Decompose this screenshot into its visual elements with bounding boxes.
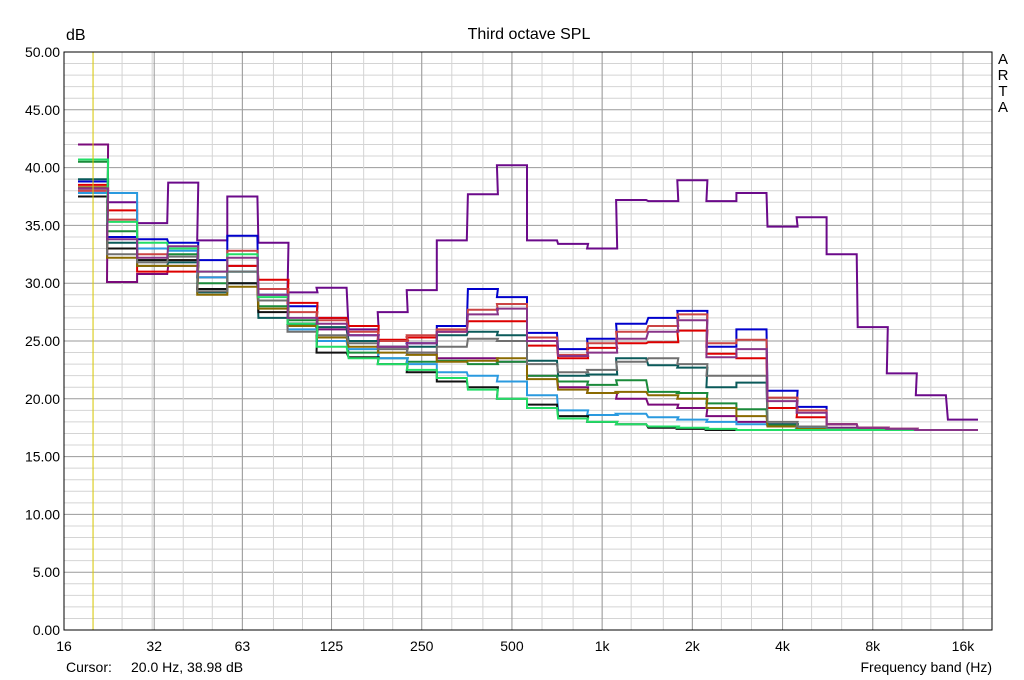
cursor-label: Cursor: bbox=[66, 659, 112, 675]
y-tick-label: 15.00 bbox=[25, 449, 60, 465]
x-tick-label: 125 bbox=[320, 638, 344, 654]
y-axis-label: dB bbox=[66, 27, 86, 44]
watermark: ARTA bbox=[997, 51, 1009, 116]
series-line-13 bbox=[78, 187, 978, 431]
y-tick-label: 25.00 bbox=[25, 333, 60, 349]
x-tick-label: 16k bbox=[952, 638, 976, 654]
y-tick-label: 45.00 bbox=[25, 102, 60, 118]
x-tick-label: 16 bbox=[56, 638, 72, 654]
x-tick-label: 1k bbox=[595, 638, 611, 654]
x-tick-label: 32 bbox=[146, 638, 162, 654]
plot-area[interactable] bbox=[63, 51, 993, 631]
y-tick-label: 0.00 bbox=[33, 622, 60, 638]
y-tick-labels: 0.00 5.00 10.00 15.00 20.00 25.00 30.00 35.00 40… bbox=[25, 44, 60, 638]
series-line-2 bbox=[78, 164, 978, 421]
y-tick-label: 40.00 bbox=[25, 160, 60, 176]
series-group bbox=[78, 143, 978, 431]
x-tick-label: 8k bbox=[865, 638, 881, 654]
y-tick-label: 10.00 bbox=[25, 506, 60, 522]
cursor-readout: 20.0 Hz, 38.98 dB bbox=[131, 659, 244, 675]
chart-title: Third octave SPL bbox=[467, 26, 591, 43]
grid bbox=[63, 52, 992, 630]
x-axis-label: Frequency band (Hz) bbox=[860, 659, 992, 675]
x-tick-label: 2k bbox=[685, 638, 701, 654]
x-tick-label: 500 bbox=[500, 638, 524, 654]
x-tick-labels: 16 32 63 125 250 500 1k 2k 4k 8k 16k bbox=[56, 638, 975, 654]
y-tick-label: 50.00 bbox=[25, 44, 60, 60]
x-tick-label: 63 bbox=[235, 638, 251, 654]
y-tick-label: 30.00 bbox=[25, 275, 60, 291]
y-tick-label: 5.00 bbox=[33, 564, 60, 580]
x-tick-label: 4k bbox=[775, 638, 791, 654]
y-tick-label: 35.00 bbox=[25, 217, 60, 233]
x-tick-label: 250 bbox=[410, 638, 434, 654]
y-tick-label: 20.00 bbox=[25, 391, 60, 407]
